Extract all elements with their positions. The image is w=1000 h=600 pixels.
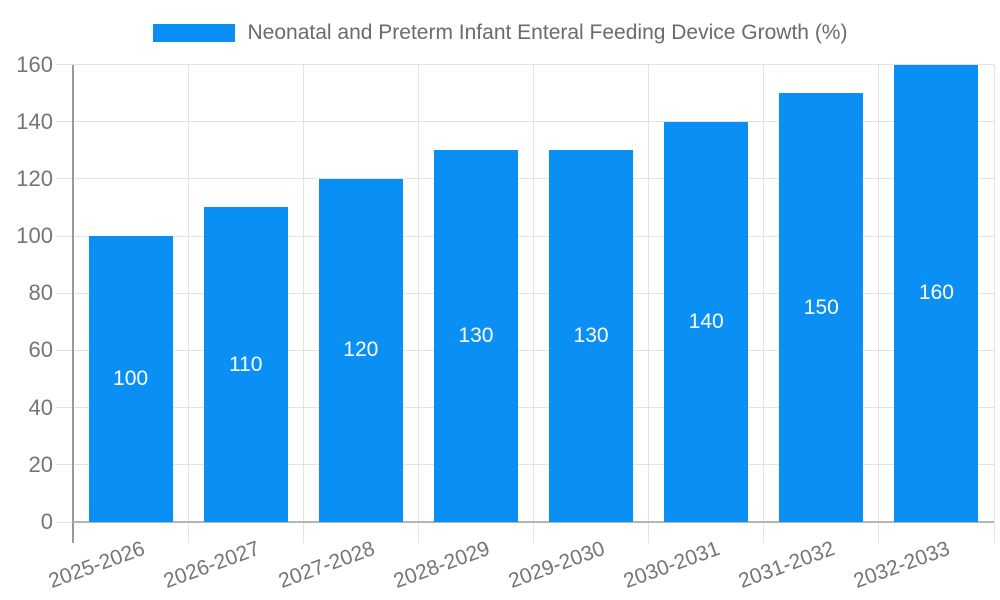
x-gridline: [417, 64, 419, 543]
bar[interactable]: [203, 207, 288, 522]
y-gridline: [56, 292, 994, 294]
y-tick-label: 160: [16, 51, 53, 77]
bar[interactable]: [318, 178, 403, 522]
x-gridline: [993, 64, 995, 543]
y-tick-label: 140: [16, 108, 53, 134]
y-gridline: [56, 64, 994, 65]
bar[interactable]: [549, 150, 634, 522]
y-gridline: [56, 349, 994, 351]
y-gridline: [56, 235, 994, 237]
y-gridline: [56, 407, 994, 409]
x-gridline: [187, 64, 189, 543]
y-tick-label: 120: [16, 165, 53, 191]
x-gridline: [763, 64, 765, 543]
y-gridline: [56, 121, 994, 123]
x-gridline: [302, 64, 304, 543]
x-gridline: [533, 64, 534, 543]
y-tick-label: 100: [16, 223, 53, 249]
y-gridline: [56, 464, 994, 466]
x-gridline: [878, 64, 880, 543]
y-tick-label: 80: [28, 280, 53, 306]
x-gridline: [648, 64, 650, 543]
bar[interactable]: [433, 150, 518, 522]
y-axis-line: [72, 64, 74, 543]
x-axis-line: [73, 521, 994, 523]
chart-legend[interactable]: Neonatal and Preterm Infant Enteral Feed…: [0, 20, 1000, 46]
y-tick-label: 40: [28, 394, 53, 420]
bar[interactable]: [779, 93, 864, 522]
legend-label: Neonatal and Preterm Infant Enteral Feed…: [247, 21, 848, 44]
bar[interactable]: [664, 121, 749, 522]
y-tick-label: 60: [28, 337, 53, 363]
legend-swatch: [152, 24, 235, 42]
bar[interactable]: [88, 236, 173, 522]
y-gridline: [56, 178, 994, 180]
bar[interactable]: [894, 64, 979, 522]
y-tick-label: 20: [28, 451, 53, 477]
y-tick-label: 0: [40, 509, 53, 534]
